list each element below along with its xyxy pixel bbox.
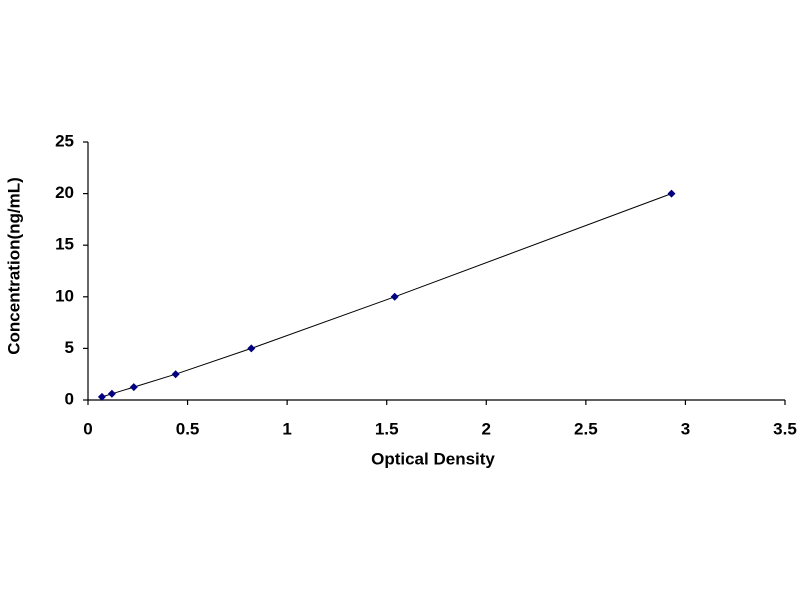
data-point	[667, 189, 676, 198]
x-tick-label: 2	[482, 419, 491, 438]
data-point	[247, 344, 256, 353]
y-tick-label: 0	[65, 389, 74, 408]
data-point	[107, 389, 116, 398]
x-tick-label: 0	[83, 419, 92, 438]
data-point	[97, 392, 106, 401]
x-tick-label: 1	[282, 419, 291, 438]
y-axis-title: Concentration(ng/mL)	[4, 177, 23, 355]
x-tick-label: 2.5	[574, 419, 598, 438]
x-tick-label: 0.5	[176, 419, 200, 438]
y-tick-label: 10	[55, 286, 74, 305]
data-point	[171, 370, 180, 379]
x-tick-label: 3	[681, 419, 690, 438]
x-axis-title: Optical Density	[371, 449, 495, 468]
y-tick-label: 20	[55, 183, 74, 202]
data-point	[129, 383, 138, 392]
y-tick-label: 25	[55, 131, 74, 150]
y-tick-label: 15	[55, 235, 74, 254]
x-tick-label: 1.5	[375, 419, 399, 438]
data-point	[390, 292, 399, 301]
y-tick-label: 5	[65, 338, 74, 357]
series-line	[101, 193, 672, 398]
x-tick-label: 3.5	[773, 419, 797, 438]
